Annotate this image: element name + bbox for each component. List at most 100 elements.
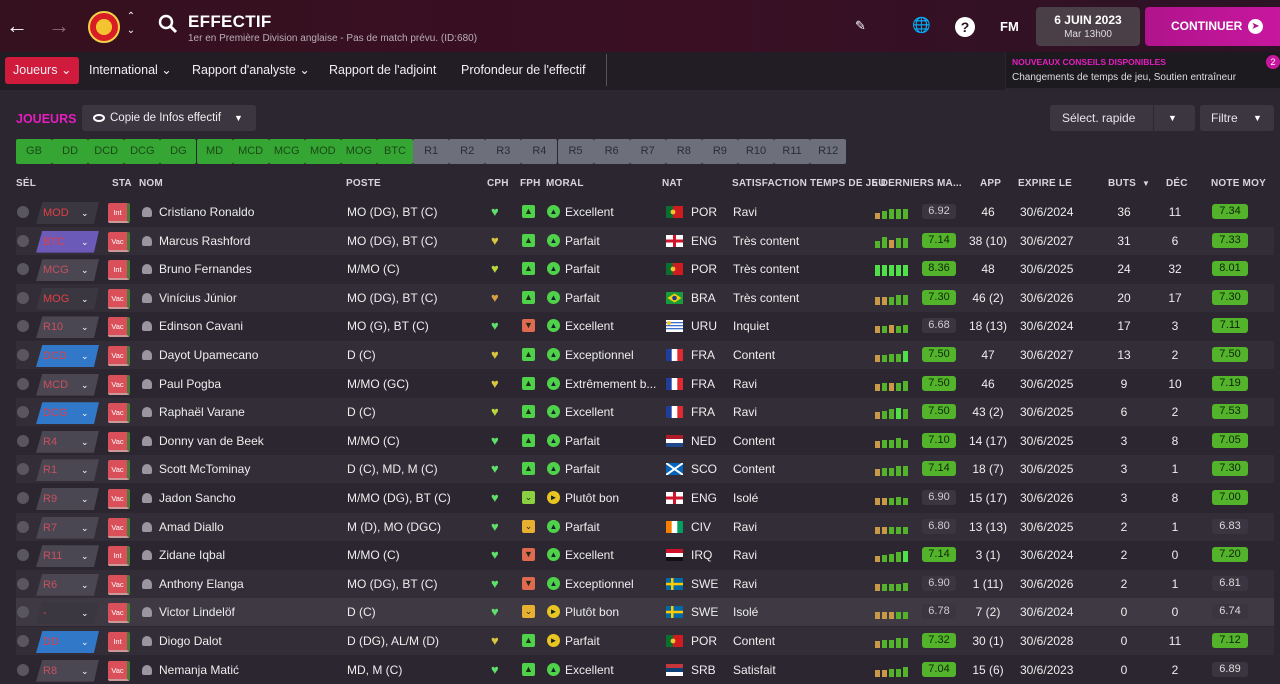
player-name[interactable]: Bruno Fernandes <box>159 262 252 277</box>
position-select[interactable]: R9 ⌄ <box>36 488 99 510</box>
select-checkbox[interactable] <box>17 320 29 333</box>
position-slot-r3[interactable]: R3 <box>485 139 522 164</box>
position-slot-dd[interactable]: DD <box>52 139 89 164</box>
position-select[interactable]: MOG ⌄ <box>36 287 99 310</box>
position-slot-r1[interactable]: R1 <box>413 139 450 164</box>
menu-joueurs[interactable]: Joueurs ⌄ <box>5 57 80 84</box>
date-box[interactable]: 6 JUIN 2023 Mar 13h00 <box>1036 7 1140 46</box>
select-checkbox[interactable] <box>17 520 29 533</box>
position-select[interactable]: R1 ⌄ <box>36 459 99 482</box>
globe-icon[interactable]: 🌐 <box>912 17 931 34</box>
table-row[interactable]: R1 ⌄ Vac Scott McTominay D (C), MD, M (C) ♥ ▲ ▲… <box>16 455 1274 484</box>
position-slot-mog[interactable]: MOG <box>340 139 377 164</box>
table-row[interactable]: R10 ⌄ Vac Edinson Cavani MO (G), BT (C) ♥ ▼ ▲ Ex… <box>16 312 1274 340</box>
position-slot-gb[interactable]: GB <box>16 139 52 164</box>
player-name[interactable]: Amad Diallo <box>159 519 224 534</box>
col-moral[interactable]: MORAL <box>546 178 584 189</box>
position-slot-r2[interactable]: R2 <box>449 139 486 164</box>
player-name[interactable]: Vinícius Júnior <box>159 290 237 305</box>
player-name[interactable]: Victor Lindelöf <box>159 605 235 620</box>
club-crest-icon[interactable] <box>88 11 120 43</box>
col-buts[interactable]: BUTS ▼ <box>1108 178 1151 189</box>
filter-button[interactable]: Filtre ▼ <box>1200 105 1274 131</box>
quick-select-button[interactable]: Sélect. rapide ▼ <box>1050 105 1195 131</box>
player-name[interactable]: Zidane Iqbal <box>159 548 226 563</box>
select-checkbox[interactable] <box>17 549 29 562</box>
col-exp[interactable]: EXPIRE LE <box>1018 178 1073 189</box>
position-slot-mod[interactable]: MOD <box>304 139 341 164</box>
player-name[interactable]: Diogo Dalot <box>159 634 222 648</box>
position-select[interactable]: - ⌄ <box>36 602 99 625</box>
table-row[interactable]: MCD ⌄ Vac Paul Pogba M/MO (GC) ♥ ▲ ▲ Extrêmement… <box>16 370 1274 398</box>
position-select[interactable]: MCG ⌄ <box>36 259 99 282</box>
col-app[interactable]: APP <box>980 178 1002 189</box>
fm-menu-button[interactable]: FM <box>1000 19 1019 34</box>
player-name[interactable]: Marcus Rashford <box>159 233 251 248</box>
select-checkbox[interactable] <box>17 434 29 447</box>
select-checkbox[interactable] <box>17 263 29 276</box>
col-form[interactable]: 5 DERNIERS MA... <box>872 178 962 189</box>
club-switch-icon[interactable]: ⌃ ⌄ <box>126 11 136 36</box>
player-name[interactable]: Edinson Cavani <box>159 319 244 334</box>
tips-panel[interactable]: NOUVEAUX CONSEILS DISPONIBLES Changement… <box>1006 52 1280 88</box>
col-poste[interactable]: POSTE <box>346 178 381 189</box>
table-row[interactable]: DD ⌄ Int Diogo Dalot D (DG), AL/M (D) ♥ ▲ ► Parf… <box>16 627 1274 655</box>
position-select[interactable]: DCD ⌄ <box>36 345 99 367</box>
position-select[interactable]: DCG ⌄ <box>36 402 99 425</box>
forward-arrow-icon[interactable]: → <box>48 13 70 38</box>
position-select[interactable]: MCD ⌄ <box>36 373 99 396</box>
player-name[interactable]: Raphaël Varane <box>159 405 245 420</box>
table-row[interactable]: R8 ⌄ Vac Nemanja Matić MD, M (C) ♥ ▲ ▲ Excellent… <box>16 656 1274 684</box>
position-slot-dg[interactable]: DG <box>160 139 197 164</box>
table-row[interactable]: BTC ⌄ Vac Marcus Rashford MO (DG), BT (C) ♥ ▲ ▲… <box>16 226 1274 255</box>
position-select[interactable]: R8 ⌄ <box>36 659 99 682</box>
col-sta[interactable]: STA <box>112 178 132 189</box>
col-nom[interactable]: NOM <box>139 178 163 189</box>
select-checkbox[interactable] <box>17 463 29 476</box>
position-slot-mcg[interactable]: MCG <box>268 139 305 164</box>
select-checkbox[interactable] <box>17 206 29 218</box>
position-slot-r11[interactable]: R11 <box>774 139 811 164</box>
player-name[interactable]: Nemanja Matić <box>159 662 240 677</box>
select-checkbox[interactable] <box>17 606 29 619</box>
player-name[interactable]: Donny van de Beek <box>159 433 264 448</box>
position-select[interactable]: DD ⌄ <box>36 631 99 653</box>
position-select[interactable]: R11 ⌄ <box>36 545 99 568</box>
select-checkbox[interactable] <box>17 635 29 647</box>
select-checkbox[interactable] <box>17 234 29 247</box>
position-slot-dcg[interactable]: DCG <box>124 139 161 164</box>
col-sel[interactable]: SÉL <box>16 178 37 189</box>
position-slot-r4[interactable]: R4 <box>521 139 558 164</box>
table-row[interactable]: R4 ⌄ Vac Donny van de Beek M/MO (C) ♥ ▲ ▲ Parfai… <box>16 427 1274 455</box>
position-slot-btc[interactable]: BTC <box>377 139 413 164</box>
position-slot-r6[interactable]: R6 <box>593 139 630 164</box>
col-note[interactable]: NOTE MOY <box>1211 178 1266 189</box>
select-checkbox[interactable] <box>17 406 29 419</box>
position-slot-r7[interactable]: R7 <box>629 139 666 164</box>
col-fph[interactable]: FPH <box>520 178 541 189</box>
select-checkbox[interactable] <box>17 377 29 390</box>
player-name[interactable]: Jadon Sancho <box>159 491 236 505</box>
menu-rapport-adjoint[interactable]: Rapport de l'adjoint <box>329 63 437 77</box>
position-slot-r10[interactable]: R10 <box>738 139 774 164</box>
player-name[interactable]: Scott McTominay <box>159 462 251 477</box>
position-slot-r12[interactable]: R12 <box>810 139 847 164</box>
table-row[interactable]: R11 ⌄ Int Zidane Iqbal M/MO (C) ♥ ▼ ▲ Excellent I… <box>16 541 1274 569</box>
position-slot-mcd[interactable]: MCD <box>232 139 269 164</box>
position-slot-r9[interactable]: R9 <box>701 139 738 164</box>
menu-rapport-analyste[interactable]: Rapport d'analyste ⌄ <box>192 63 310 77</box>
col-cph[interactable]: CPH <box>487 178 509 189</box>
search-icon[interactable] <box>158 14 178 34</box>
position-select[interactable]: R10 ⌄ <box>36 316 99 339</box>
edit-icon[interactable]: ✎ <box>855 18 866 33</box>
table-row[interactable]: - ⌄ Vac Victor Lindelöf D (C) ♥ ⌄ ► Plutôt bon SW… <box>16 598 1274 627</box>
select-checkbox[interactable] <box>17 349 29 361</box>
col-satis[interactable]: SATISFACTION TEMPS DE JEU <box>732 178 886 189</box>
position-select[interactable]: BTC ⌄ <box>36 230 99 253</box>
table-row[interactable]: MOG ⌄ Vac Vinícius Júnior MO (DG), BT (C) ♥ ▲ ▲… <box>16 283 1274 312</box>
position-select[interactable]: R7 ⌄ <box>36 516 99 539</box>
player-name[interactable]: Cristiano Ronaldo <box>159 205 255 219</box>
select-checkbox[interactable] <box>17 577 29 590</box>
table-row[interactable]: MOD ⌄ Int Cristiano Ronaldo MO (DG), BT (C) ♥… <box>16 198 1274 226</box>
position-slot-dcd[interactable]: DCD <box>88 139 125 164</box>
